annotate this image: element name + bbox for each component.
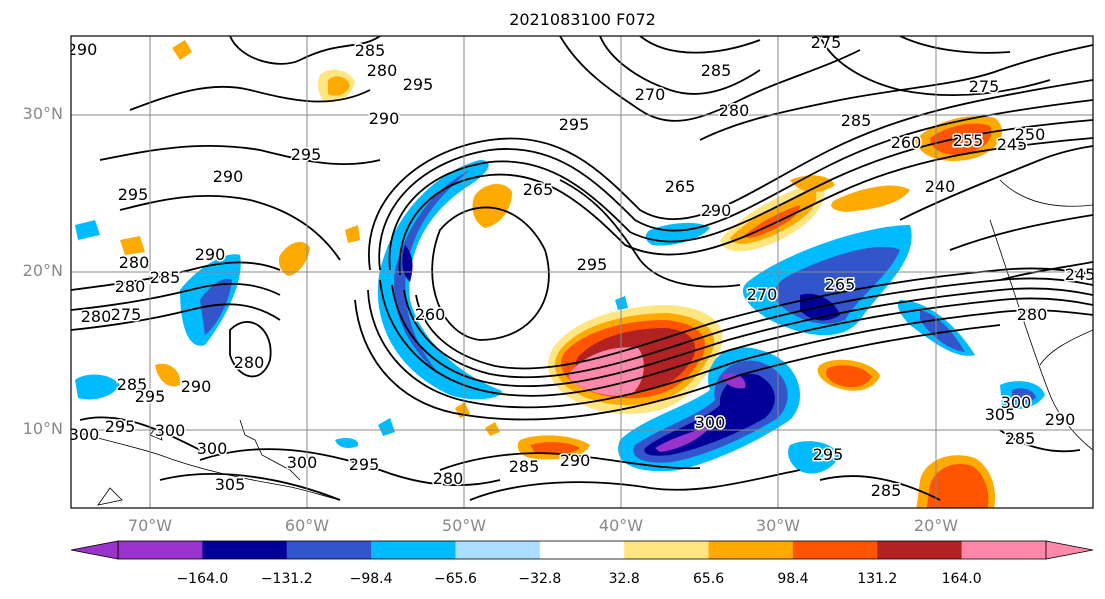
contour-label: 280 (433, 469, 464, 488)
colorbar-tick-label: −131.2 (260, 571, 313, 587)
contour-label: 295 (577, 255, 608, 274)
contour-labels: 290 2852802952902952902952952652952802702… (67, 33, 1096, 502)
contour-label: 280 (1017, 305, 1048, 324)
contour-label: 265 (665, 177, 696, 196)
colorbar-tick-label: 65.6 (692, 571, 725, 587)
colorbar-cell (961, 541, 1047, 559)
contour-label: 305 (215, 475, 246, 494)
lon-label-20w: 20°W (913, 516, 959, 535)
contour-label: 280 (119, 253, 150, 272)
contour-label: 285 (1005, 429, 1036, 448)
colorbar-tick-label: −164.0 (176, 571, 229, 587)
colorbar-cell (118, 541, 203, 559)
colorbar-tick-label: −32.8 (518, 571, 562, 587)
contour-label: 290 (181, 377, 212, 396)
colorbar-tick-label: 131.2 (857, 571, 898, 587)
contour-label: 275 (969, 77, 1000, 96)
contour-label: 295 (349, 455, 380, 474)
contour-label: 245 (997, 135, 1028, 154)
contour-label: 265 (825, 275, 856, 294)
contour-label: 285 (117, 375, 148, 394)
contour-label: 270 (747, 285, 778, 304)
colorbar-tick-label: 32.8 (608, 571, 640, 587)
contour-label: 305 (985, 405, 1016, 424)
colorbar-cell (286, 541, 372, 559)
contour-label: 265 (523, 180, 554, 199)
contour-label: 290 (369, 109, 400, 128)
contour-label: 295 (559, 115, 590, 134)
contour-label: 260 (415, 305, 446, 324)
coastlines (71, 179, 1093, 506)
map-panel: 290 2852802952902952902952952652952802702… (67, 33, 1096, 508)
contour-label: 250 (1015, 125, 1046, 144)
contour-label: 280 (81, 307, 112, 326)
lon-label-40w: 40°W (598, 516, 644, 535)
contour-label: 295 (291, 145, 322, 164)
shaded-field (75, 40, 1045, 508)
colorbar (70, 540, 1094, 560)
contour-label: 290 (195, 245, 226, 264)
lon-label-50w: 50°W (441, 516, 487, 535)
graticule (71, 36, 1093, 508)
contour-label: 280 (115, 277, 146, 296)
colorbar-cell (624, 541, 710, 559)
contour-label: 290 (213, 167, 244, 186)
contour-label: 290 (560, 451, 591, 470)
lat-label-30n: 30°N (22, 104, 63, 123)
contour-label: 295 (105, 417, 136, 436)
colorbar-extend-high (1045, 540, 1094, 560)
contour-label: 285 (355, 41, 386, 60)
map-title: 2021083100 F072 (509, 10, 656, 29)
contour-label: 295 (118, 185, 149, 204)
colorbar-tick-label: −65.6 (434, 571, 477, 587)
contour-label: 280 (234, 353, 265, 372)
contour-label: 300 (197, 439, 228, 458)
lat-label-20n: 20°N (22, 261, 63, 280)
contour-label: 275 (811, 33, 842, 52)
lon-label-30w: 30°W (755, 516, 801, 535)
contour-label: 280 (367, 61, 398, 80)
contour-label: 300 (69, 425, 100, 444)
contour-label: 275 (111, 305, 142, 324)
contour-label: 260 (891, 133, 922, 152)
contour-label: 290 (701, 201, 732, 220)
colorbar-cell (202, 541, 288, 559)
colorbar-tick-label: −98.4 (349, 571, 393, 587)
contour-label: 285 (701, 61, 732, 80)
contour-label: 300 (1001, 393, 1032, 412)
colorbar-cell (371, 541, 456, 559)
contour-label: 290 (67, 40, 98, 59)
contour-label: 295 (135, 387, 166, 406)
contour-label: 280 (719, 101, 750, 120)
contour-label: 285 (150, 268, 181, 287)
lat-label-10n: 10°N (22, 419, 63, 438)
colorbar-tick-label: 98.4 (777, 571, 809, 587)
contour-label: 300 (155, 421, 186, 440)
contour-label: 290 (1045, 410, 1076, 429)
contour-label: 285 (841, 111, 872, 130)
colorbar-cell (708, 541, 794, 559)
contour-label: 245 (1065, 265, 1096, 284)
lon-label-70w: 70°W (127, 516, 173, 535)
contour-label: 300 (287, 453, 318, 472)
contour-label: 270 (635, 85, 666, 104)
contour-label: 255 (953, 131, 984, 150)
contour-label: 295 (813, 445, 844, 464)
contour-label: 285 (509, 457, 540, 476)
colorbar-cell (539, 541, 625, 559)
colorbar-cell (455, 541, 541, 559)
colorbar-cell (877, 541, 963, 559)
contour-label: 285 (871, 481, 902, 500)
colorbar-cell (792, 541, 878, 559)
negative-shading-trough (377, 160, 502, 400)
contour-lines (71, 36, 1093, 501)
contour-label: 300 (695, 413, 726, 432)
contour-label: 240 (925, 177, 956, 196)
colorbar-extend-low (70, 540, 119, 560)
map-frame (70, 35, 1094, 509)
lon-label-60w: 60°W (284, 516, 330, 535)
colorbar-tick-label: 164.0 (941, 571, 982, 587)
contour-label: 295 (403, 75, 434, 94)
